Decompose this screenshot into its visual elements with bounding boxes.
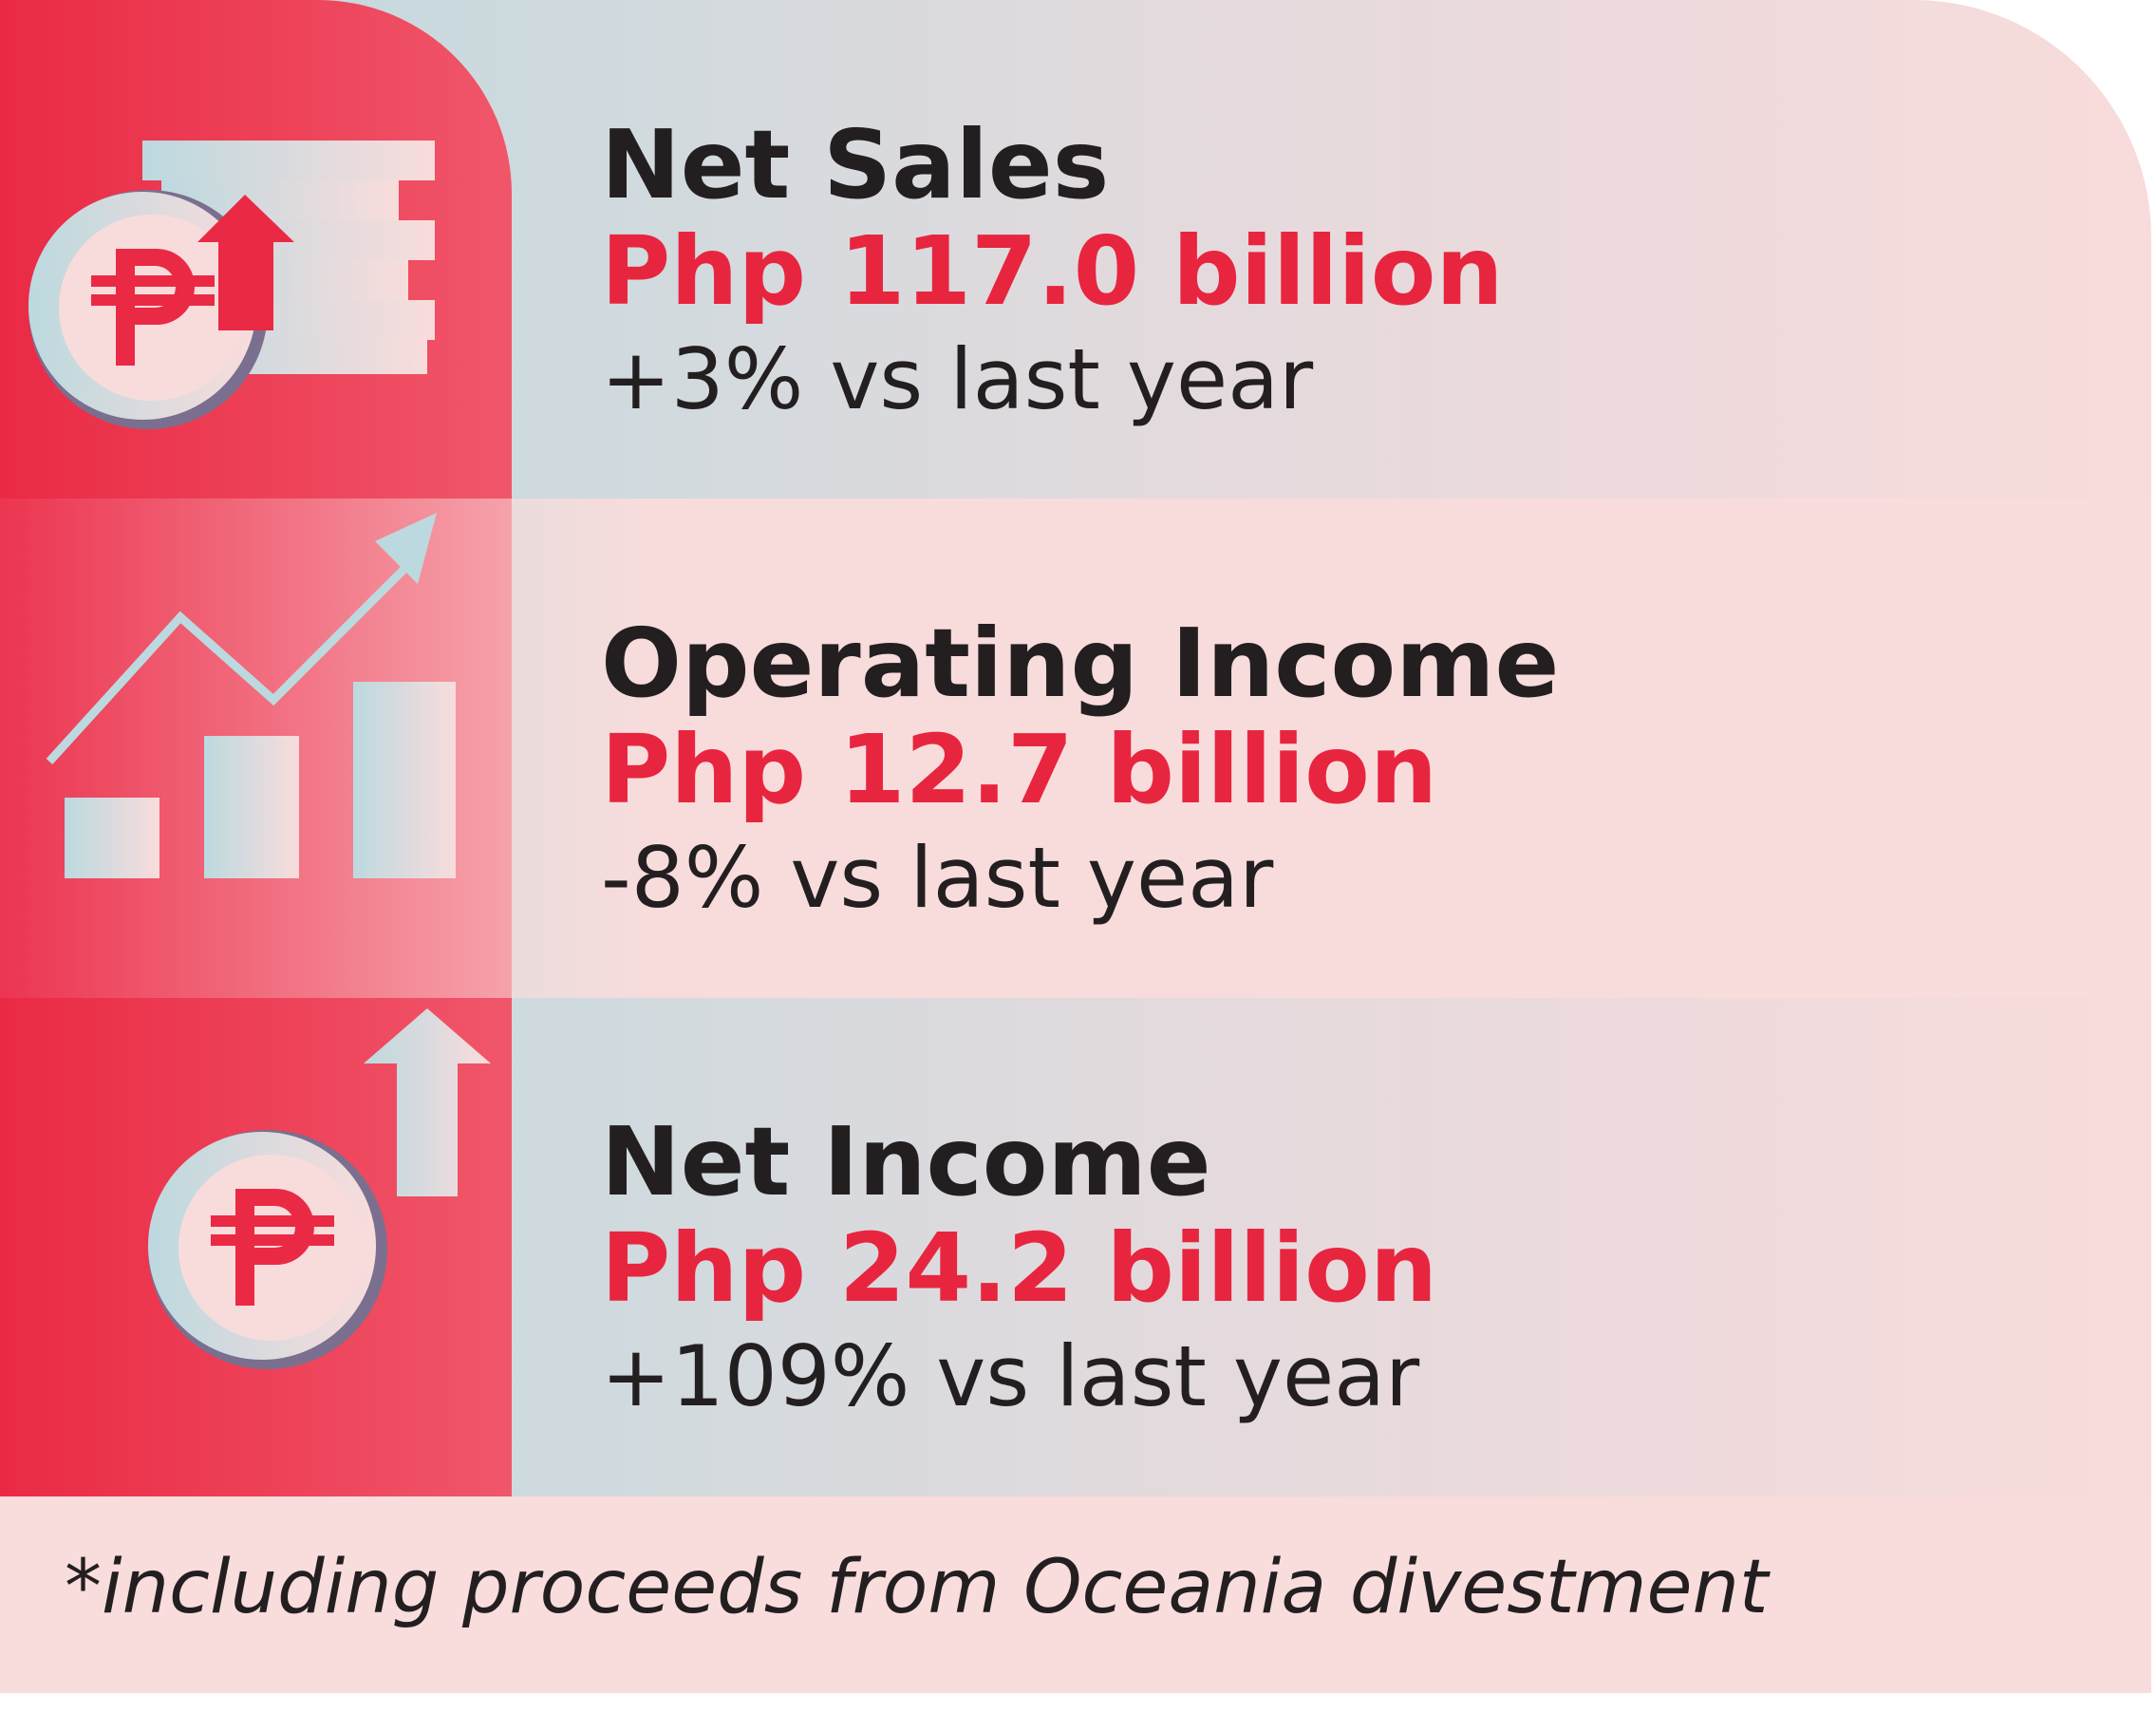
metric-value: Php 117.0 billion (601, 216, 1504, 327)
metric-value: Php 12.7 billion (601, 714, 1437, 825)
net-income-icon (148, 1008, 491, 1369)
metric-change: +109% vs last year (601, 1327, 1420, 1425)
footnote: *including proceeds from Oceania divestm… (65, 1545, 1771, 1630)
metric-value: Php 24.2 billion (601, 1213, 1437, 1324)
metric-change: -8% vs last year (601, 829, 1274, 927)
operating-income-icon (46, 513, 456, 878)
net-sales-icon (28, 141, 435, 429)
metric-title: Net Income (601, 1106, 1211, 1217)
metric-title: Net Sales (601, 109, 1109, 220)
metric-title: Operating Income (601, 608, 1559, 719)
metric-change: +3% vs last year (601, 330, 1314, 428)
